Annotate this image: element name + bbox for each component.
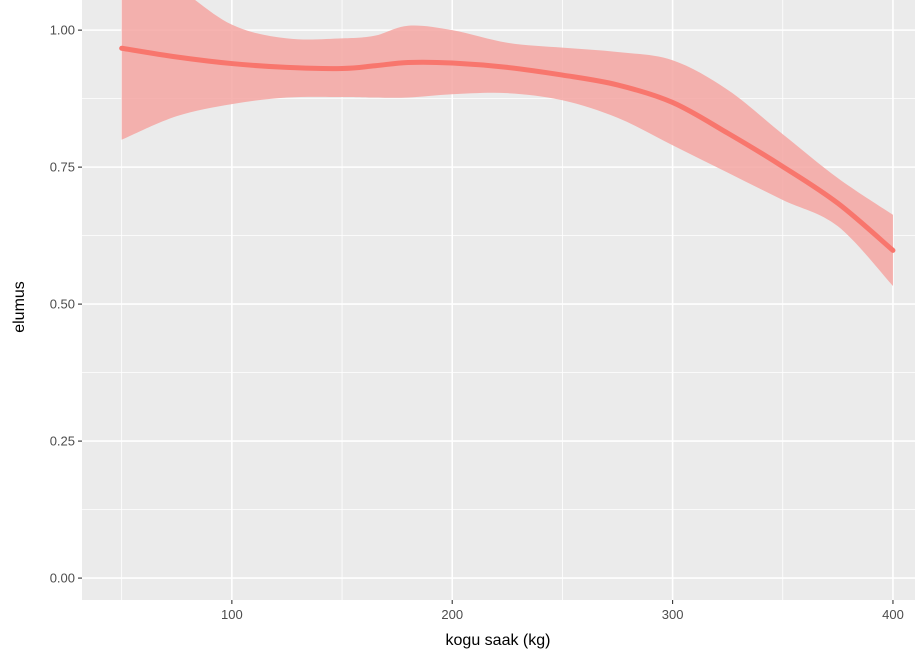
y-axis-title: elumus (11, 281, 28, 333)
tick-labels: 100 200 300 400 0.00 0.25 0.50 0.75 1.00 (50, 23, 904, 622)
confidence-band (121, 0, 893, 287)
x-tick-label: 100 (221, 607, 243, 622)
x-tick-label: 400 (882, 607, 904, 622)
x-tick-label: 300 (662, 607, 684, 622)
y-tick-label: 0.75 (50, 160, 75, 175)
tick-marks (78, 29, 894, 604)
x-tick-label: 200 (441, 607, 463, 622)
y-tick-label: 1.00 (50, 23, 75, 38)
smooth-line (119, 45, 896, 253)
data-layer (119, 0, 896, 287)
y-tick-label: 0.50 (50, 297, 75, 312)
x-axis-title: kogu saak (kg) (446, 632, 551, 649)
y-tick-label: 0.00 (50, 571, 75, 586)
y-tick-label: 0.25 (50, 434, 75, 449)
